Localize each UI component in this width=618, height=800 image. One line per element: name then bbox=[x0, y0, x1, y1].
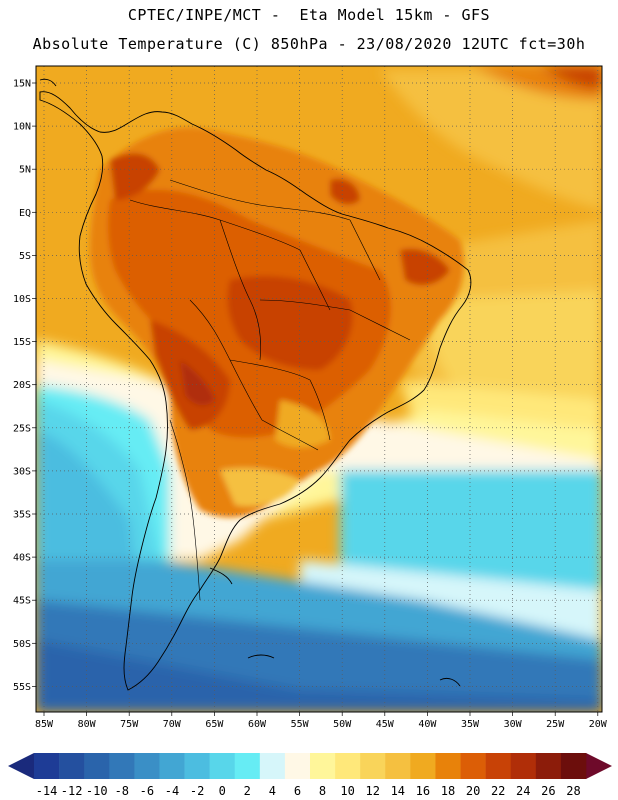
latitude-label: 35S bbox=[13, 510, 31, 521]
longitude-label: 85W bbox=[35, 719, 54, 730]
colorbar-cell bbox=[284, 753, 311, 779]
colorbar-cell bbox=[385, 753, 411, 779]
longitude-label: 30W bbox=[504, 719, 523, 730]
colorbar-cell bbox=[209, 753, 236, 779]
colorbar-label: 4 bbox=[269, 784, 276, 798]
latitude-label: 50S bbox=[13, 639, 31, 650]
colorbar-label: -4 bbox=[165, 784, 179, 798]
colorbar-cell bbox=[360, 753, 386, 779]
longitude-label: 70W bbox=[163, 719, 182, 730]
latitude-label: 40S bbox=[13, 553, 31, 564]
longitude-label: 40W bbox=[418, 719, 437, 730]
colorbar: -14 -12 -10 -8 -6 -4 -2 0 2 4 6 8 10 12 14 16 18 20 22 24 26… bbox=[8, 753, 612, 798]
colorbar-label: -12 bbox=[61, 784, 83, 798]
colorbar-cell bbox=[560, 753, 587, 779]
colorbar-label: 6 bbox=[294, 784, 301, 798]
colorbar-cell bbox=[310, 753, 336, 779]
latitude-label: EQ bbox=[19, 208, 31, 219]
colorbar-label: -10 bbox=[86, 784, 108, 798]
latitude-label: 15S bbox=[13, 337, 31, 348]
colorbar-label: 24 bbox=[516, 784, 530, 798]
colorbar-label: 20 bbox=[466, 784, 480, 798]
colorbar-cell bbox=[510, 753, 537, 779]
colorbar-cell bbox=[535, 753, 562, 779]
latitude-label: 30S bbox=[13, 466, 31, 477]
colorbar-label: 16 bbox=[416, 784, 430, 798]
longitude-label: 60W bbox=[248, 719, 267, 730]
colorbar-cell bbox=[109, 753, 135, 779]
colorbar-label: -8 bbox=[115, 784, 129, 798]
colorbar-cell bbox=[460, 753, 486, 779]
colorbar-cell bbox=[184, 753, 210, 779]
longitude-label: 35W bbox=[461, 719, 480, 730]
latitude-label: 20S bbox=[13, 380, 31, 391]
coastlines bbox=[39, 78, 472, 691]
latitude-label: 10S bbox=[13, 294, 31, 305]
colorbar-label: 2 bbox=[244, 784, 251, 798]
colorbar-label: 14 bbox=[391, 784, 405, 798]
longitude-label: 25W bbox=[546, 719, 565, 730]
colorbar-label: -14 bbox=[36, 784, 58, 798]
longitude-label: 20W bbox=[589, 719, 608, 730]
colorbar-label: 0 bbox=[219, 784, 226, 798]
colorbar-cell bbox=[435, 753, 461, 779]
colorbar-label: 26 bbox=[541, 784, 555, 798]
temperature-field bbox=[36, 66, 602, 712]
country-borders bbox=[129, 179, 411, 601]
colorbar-cell bbox=[335, 753, 361, 779]
graticule bbox=[32, 66, 602, 716]
colorbar-cell bbox=[259, 753, 286, 779]
colorbar-label: 22 bbox=[491, 784, 505, 798]
map-title-line-1: CPTEC/INPE/MCT - Eta Model 15km - GFS bbox=[127, 6, 491, 24]
longitude-label: 75W bbox=[120, 719, 139, 730]
longitude-label: 55W bbox=[291, 719, 310, 730]
colorbar-label: -6 bbox=[140, 784, 154, 798]
longitude-label: 45W bbox=[376, 719, 395, 730]
colorbar-cell bbox=[59, 753, 85, 779]
latitude-label: 45S bbox=[13, 596, 31, 607]
colorbar-cell bbox=[410, 753, 436, 779]
colorbar-min-arrow bbox=[8, 753, 34, 779]
latitude-label: 5N bbox=[19, 165, 31, 176]
latitude-labels: 15N 10N 5N EQ 5S 10S 15S 20S 25S 30S 35S 40S 45S 50S 5… bbox=[13, 79, 31, 693]
colorbar-cell bbox=[84, 753, 110, 779]
longitude-label: 65W bbox=[205, 719, 224, 730]
colorbar-label: 10 bbox=[340, 784, 354, 798]
latitude-label: 5S bbox=[19, 251, 31, 262]
colorbar-max-arrow bbox=[586, 753, 612, 779]
latitude-label: 10N bbox=[13, 122, 31, 133]
colorbar-label: -2 bbox=[190, 784, 204, 798]
colorbar-cell bbox=[159, 753, 185, 779]
colorbar-label: 18 bbox=[441, 784, 455, 798]
latitude-label: 25S bbox=[13, 423, 31, 434]
latitude-label: 15N bbox=[13, 79, 31, 90]
longitude-label: 80W bbox=[78, 719, 97, 730]
map-title-line-2: Absolute Temperature (C) 850hPa - 23/08/… bbox=[32, 35, 586, 53]
colorbar-cell bbox=[34, 753, 60, 779]
colorbar-cell bbox=[234, 753, 261, 779]
map-frame bbox=[35, 65, 603, 713]
colorbar-label: 8 bbox=[319, 784, 326, 798]
latitude-label: 55S bbox=[13, 682, 31, 693]
longitude-labels: 85W 80W 75W 70W 65W 60W 55W 50W 45W 40W 35W 30W 25W 2… bbox=[35, 719, 608, 730]
longitude-label: 50W bbox=[333, 719, 352, 730]
colorbar-cell bbox=[134, 753, 160, 779]
colorbar-cell bbox=[485, 753, 512, 779]
colorbar-label: 28 bbox=[566, 784, 580, 798]
colorbar-label: 12 bbox=[366, 784, 380, 798]
